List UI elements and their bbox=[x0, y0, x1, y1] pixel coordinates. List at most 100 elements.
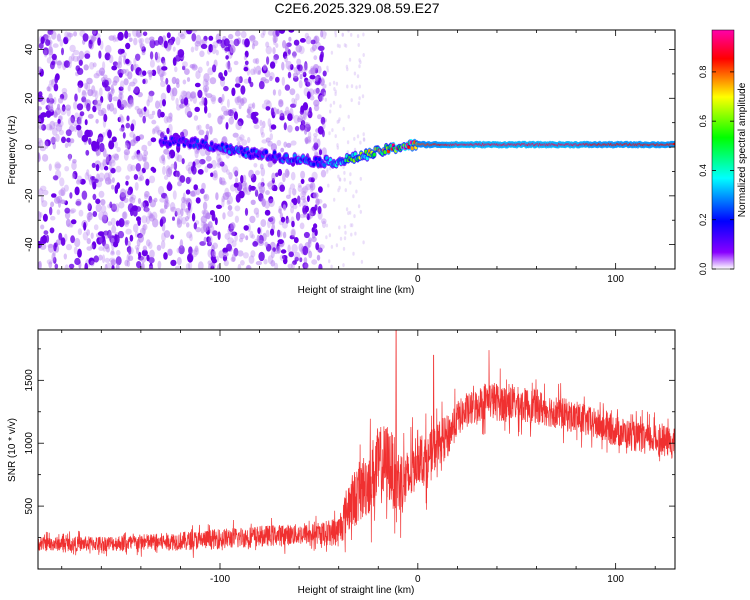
spectrogram-noise-cell bbox=[85, 149, 90, 156]
spectrogram-noise-cell bbox=[127, 102, 131, 108]
spectrogram-noise-cell bbox=[221, 93, 225, 102]
spectrogram-noise-cell bbox=[233, 182, 239, 188]
spectrogram-noise-cell bbox=[148, 265, 154, 269]
spectrogram-noise-cell bbox=[306, 78, 313, 87]
spectrogram-noise-cell bbox=[159, 197, 166, 203]
spectrogram-chart: -100 0 100 -40 -20 0 20 40 Height of straight l… bbox=[7, 29, 676, 296]
spectrogram-noise-cell bbox=[102, 159, 107, 168]
spectrogram-noise-cell bbox=[297, 195, 301, 204]
spectrogram-noise-cell bbox=[197, 124, 202, 130]
spectrogram-noise-cell bbox=[132, 208, 138, 217]
x-tick-label: -100 bbox=[210, 274, 230, 285]
spectrogram-noise-cell bbox=[309, 95, 315, 101]
spectrogram-noise-cell bbox=[170, 206, 177, 213]
spectrogram-noise-cell bbox=[197, 89, 203, 99]
spectrogram-noise-cell bbox=[260, 219, 267, 228]
spectrogram-noise-cell bbox=[143, 161, 150, 170]
spectrogram-noise-cell bbox=[283, 122, 287, 131]
spectrogram-noise-cell bbox=[136, 239, 141, 247]
spectrogram-noise-cell bbox=[106, 103, 111, 110]
spectrogram-noise-cell bbox=[236, 136, 243, 142]
spectrogram-noise-cell bbox=[74, 237, 81, 248]
spectrogram-noise-cell bbox=[185, 263, 191, 269]
spectrogram-noise-cell bbox=[95, 148, 99, 157]
spectrogram-noise-cell bbox=[350, 32, 353, 37]
spectrogram-noise-cell bbox=[358, 58, 361, 63]
spectrogram-noise-cell bbox=[321, 147, 327, 157]
spectrogram-noise-cell bbox=[124, 142, 130, 149]
spectrogram-noise-cell bbox=[357, 101, 361, 106]
spectrogram-noise-cell bbox=[166, 32, 171, 39]
spectrogram-noise-cell bbox=[91, 162, 96, 168]
spectrogram-noise-cell bbox=[186, 30, 193, 35]
spectrogram-noise-cell bbox=[290, 171, 296, 181]
spectrogram-noise-cell bbox=[297, 185, 303, 192]
spectrogram-noise-cell bbox=[81, 89, 87, 96]
spectrogram-noise-cell bbox=[275, 172, 279, 178]
spectrogram-noise-cell bbox=[186, 111, 193, 118]
spectrogram-noise-cell bbox=[51, 252, 56, 262]
spectrogram-noise-cell bbox=[339, 104, 342, 109]
spectrogram-noise-cell bbox=[108, 161, 112, 166]
spectrogram-noise-cell bbox=[228, 172, 233, 180]
spectrogram-noise-cell bbox=[317, 247, 323, 253]
spectrogram-noise-cell bbox=[320, 169, 327, 178]
spectrogram-noise-cell bbox=[257, 227, 261, 235]
spectrogram-noise-cell bbox=[193, 247, 199, 256]
spectrogram-noise-cell bbox=[68, 116, 75, 127]
spectrogram-noise-cell bbox=[180, 201, 186, 211]
spectrogram-noise-cell bbox=[255, 212, 260, 218]
spectrogram-noise-cell bbox=[177, 31, 185, 38]
spectrogram-noise-cell bbox=[119, 91, 123, 100]
spectrogram-noise-cell bbox=[176, 247, 181, 254]
spectrogram-noise-cell bbox=[38, 152, 41, 162]
spectrogram-noise-cell bbox=[238, 104, 242, 110]
colorbar-tick-label: 0.0 bbox=[698, 263, 708, 276]
spectrogram-noise-cell bbox=[228, 116, 235, 125]
spectrogram-noise-cell bbox=[330, 264, 333, 269]
spectrogram-noise-cell bbox=[353, 136, 356, 141]
spectrogram-noise-cell bbox=[78, 59, 83, 66]
spectrogram-noise-cell bbox=[136, 247, 139, 255]
spectrogram-noise-cell bbox=[176, 217, 181, 225]
spectrogram-noise-cell bbox=[227, 109, 234, 117]
spectrogram-noise-cell bbox=[189, 93, 193, 102]
spectrogram-noise-cell bbox=[284, 55, 288, 63]
spectrogram-noise-cell bbox=[107, 129, 112, 139]
spectrogram-noise-cell bbox=[279, 254, 285, 261]
spectrogram-noise-cell bbox=[53, 122, 60, 127]
spectrogram-noise-cell bbox=[295, 93, 300, 101]
spectrogram-noise-cell bbox=[205, 155, 212, 162]
spectrogram-noise-cell bbox=[77, 128, 83, 138]
spectrogram-noise-cell bbox=[110, 84, 114, 92]
spectrogram-noise-cell bbox=[72, 55, 79, 62]
spectrogram-noise-cell bbox=[52, 127, 58, 136]
spectrogram-noise-cell bbox=[86, 103, 91, 112]
spectrogram-noise-cell bbox=[270, 107, 275, 117]
spectrogram-noise-cell bbox=[299, 124, 305, 132]
spectrogram-noise-cell bbox=[177, 181, 182, 187]
spectrogram-noise-cell bbox=[253, 207, 260, 215]
spectrogram-noise-cell bbox=[267, 180, 274, 190]
spectrogram-noise-cell bbox=[260, 32, 265, 39]
spectrogram-noise-cell bbox=[159, 208, 166, 214]
spectrogram-noise-cell bbox=[69, 138, 75, 144]
spectrogram-noise-cell bbox=[272, 89, 276, 96]
spectrogram-noise-cell bbox=[149, 262, 153, 269]
spectrogram-noise-cell bbox=[52, 43, 59, 48]
spectrogram-noise-cell bbox=[66, 31, 72, 41]
spectrogram-noise-cell bbox=[196, 188, 201, 196]
spectrogram-noise-cell bbox=[179, 94, 184, 102]
spectrogram-noise-cell bbox=[91, 89, 98, 98]
spectrogram-noise-cell bbox=[179, 33, 186, 40]
spectrogram-noise-cell bbox=[248, 255, 255, 264]
spectrogram-noise-cell bbox=[297, 117, 302, 123]
spectrogram-noise-cell bbox=[355, 189, 358, 194]
spectrogram-noise-cell bbox=[104, 257, 110, 263]
spectrogram-noise-cell bbox=[291, 229, 296, 237]
spectrogram-noise-cell bbox=[111, 249, 115, 255]
spectrogram-noise-cell bbox=[142, 31, 148, 37]
spectrogram-noise-cell bbox=[74, 257, 81, 266]
spectrogram-noise-cell bbox=[227, 205, 233, 211]
spectrogram-noise-cell bbox=[212, 242, 219, 250]
